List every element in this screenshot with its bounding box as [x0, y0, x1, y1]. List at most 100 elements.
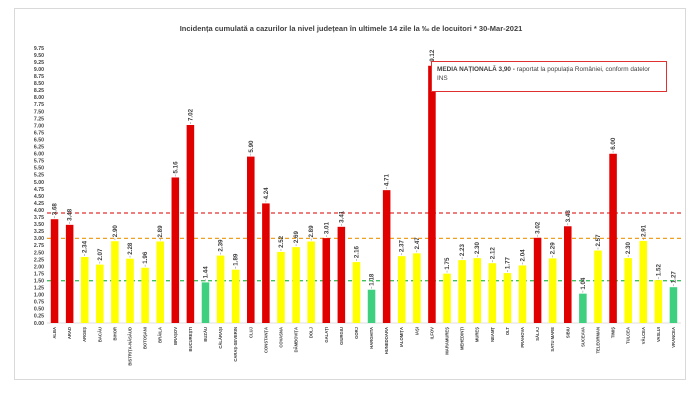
value-label: 1.27 — [670, 271, 677, 284]
note-bold: MEDIA NAȚIONALĂ 3,90 - — [437, 66, 515, 73]
value-label: 2.28 — [127, 242, 134, 255]
bar — [473, 258, 481, 323]
value-label: 2.07 — [97, 248, 104, 261]
y-tick-label: 4.00 — [34, 208, 44, 214]
value-label: 1.04 — [580, 277, 587, 290]
x-tick-label: IALOMIȚA — [399, 327, 404, 347]
x-tick-label: TELEORMAN — [595, 327, 600, 354]
bar — [322, 238, 331, 323]
x-tick-label: VÂLCEA — [641, 327, 646, 344]
y-tick-label: 6.00 — [34, 152, 44, 158]
x-tick-label: BUCUREȘTI — [188, 327, 193, 351]
x-tick-label: HUNEDOARA — [384, 327, 389, 354]
y-tick-label: 3.50 — [34, 222, 44, 228]
x-tick-label: NEAMȚ — [490, 327, 495, 342]
bar — [669, 287, 678, 323]
x-tick-label: TIMIȘ — [611, 327, 616, 338]
bar — [292, 247, 300, 323]
bar — [488, 263, 497, 323]
y-tick-label: 9.25 — [34, 60, 44, 66]
value-label: 2.30 — [625, 242, 632, 255]
bar — [367, 289, 376, 323]
bar — [413, 253, 421, 323]
x-tick-label: BUZĂU — [203, 327, 208, 342]
value-label: 2.47 — [414, 237, 421, 250]
y-tick-label: 5.00 — [34, 180, 44, 186]
y-tick-label: 8.50 — [34, 81, 44, 87]
x-tick-label: COVASNA — [278, 327, 283, 348]
x-tick-label: BACĂU — [97, 327, 102, 342]
bar — [503, 273, 512, 323]
bar — [548, 258, 557, 323]
y-tick-label: 7.75 — [34, 102, 44, 108]
x-tick-label: SĂLAJ — [535, 326, 540, 340]
bar — [96, 264, 104, 323]
bar — [518, 265, 527, 323]
bar — [50, 219, 59, 323]
bar — [564, 226, 572, 323]
bar — [65, 224, 74, 323]
y-tick-label: 6.75 — [34, 130, 44, 136]
x-tick-label: CARAȘ-SEVERIN — [233, 327, 238, 362]
bar — [247, 156, 255, 323]
bar — [186, 125, 195, 323]
y-tick-label: 4.50 — [34, 194, 44, 200]
note-rest: raportat la populația României, conform … — [437, 66, 650, 82]
value-label: 1.89 — [233, 253, 240, 266]
bar — [428, 65, 436, 323]
bar — [80, 257, 89, 323]
x-tick-label: SIBIU — [565, 327, 570, 338]
value-label: 1.75 — [444, 257, 451, 270]
x-tick-label: BRAȘOV — [173, 327, 178, 345]
bar — [624, 258, 632, 323]
value-label: 7.02 — [187, 108, 194, 121]
value-label: 4.71 — [384, 174, 391, 187]
bar — [141, 267, 149, 323]
value-label: 2.29 — [550, 242, 557, 255]
bar — [307, 241, 315, 323]
value-label: 2.30 — [474, 242, 481, 255]
bar — [443, 273, 451, 323]
x-tick-label: BOTOȘANI — [143, 327, 148, 349]
x-tick-label: ARGEȘ — [82, 327, 87, 342]
value-label: 3.02 — [535, 221, 542, 234]
bar — [126, 258, 134, 323]
national-average-note: MEDIA NAȚIONALĂ 3,90 - raportat la popul… — [431, 61, 667, 92]
y-tick-label: 0.75 — [34, 300, 44, 306]
value-label: 3.68 — [52, 203, 59, 216]
x-tick-label: SATU MARE — [550, 327, 555, 352]
x-tick-label: MUREȘ — [475, 327, 480, 342]
value-label: 2.89 — [157, 225, 164, 238]
bar — [216, 255, 225, 323]
value-label: 3.41 — [338, 210, 345, 223]
y-tick-label: 2.50 — [34, 250, 44, 256]
bar — [609, 153, 617, 323]
value-label: 1.44 — [203, 266, 210, 279]
y-tick-label: 1.00 — [34, 293, 44, 299]
x-tick-label: CĂLĂRAȘI — [218, 327, 223, 349]
bar — [382, 190, 391, 323]
chart-title: Incidența cumulată a cazurilor la nivel … — [180, 24, 523, 33]
y-tick-label: 9.75 — [34, 46, 44, 52]
y-tick-label: 5.25 — [34, 173, 44, 179]
value-label: 2.37 — [399, 240, 406, 253]
value-label: 1.77 — [504, 256, 511, 269]
y-tick-label: 9.00 — [34, 67, 44, 73]
value-label: 2.52 — [278, 235, 285, 248]
bar — [579, 293, 587, 323]
bar — [397, 256, 406, 323]
y-tick-label: 0.50 — [34, 307, 44, 313]
x-tick-label: IAȘI — [414, 327, 419, 335]
value-label: 4.24 — [263, 187, 270, 200]
x-tick-label: VRANCEA — [671, 327, 676, 348]
y-tick-label: 1.75 — [34, 271, 44, 277]
bar — [171, 177, 180, 323]
chart-frame: Incidența cumulată a cazurilor la nivel … — [14, 8, 686, 380]
y-tick-label: 3.25 — [34, 229, 44, 235]
value-label: 2.91 — [640, 224, 647, 237]
y-tick-label: 6.50 — [34, 137, 44, 143]
value-label: 2.16 — [353, 245, 360, 258]
bar — [352, 262, 361, 323]
x-tick-label: ALBA — [52, 327, 57, 339]
x-tick-label: PRAHOVA — [520, 327, 525, 348]
